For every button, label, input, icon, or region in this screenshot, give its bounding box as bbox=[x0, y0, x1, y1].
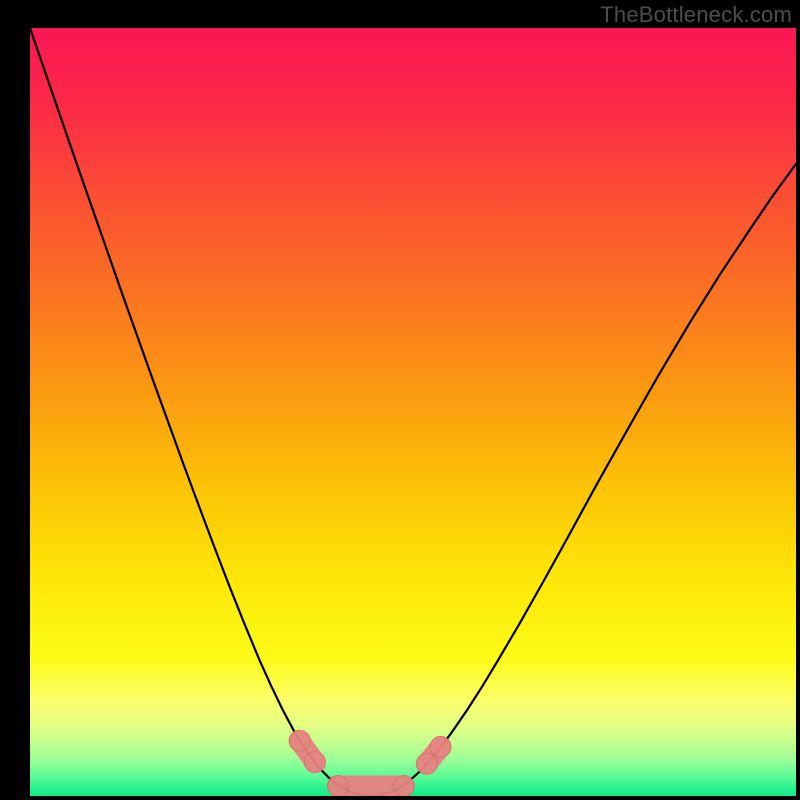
watermark-text: TheBottleneck.com bbox=[600, 2, 792, 28]
chart-svg bbox=[30, 28, 796, 796]
chart-outer-frame bbox=[0, 0, 800, 800]
chart-plot-area bbox=[30, 28, 796, 796]
chart-background bbox=[30, 28, 796, 796]
